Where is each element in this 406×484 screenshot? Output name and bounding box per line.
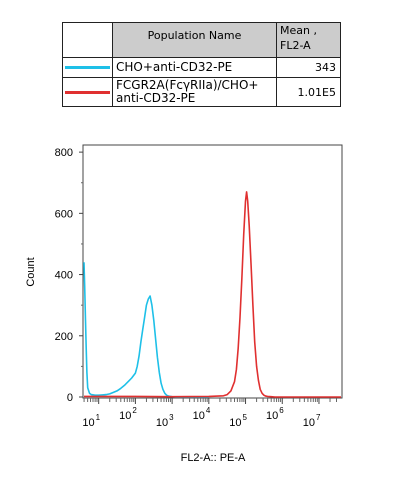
legend-row-value: 1.01E5 [276,77,341,107]
legend-table: Population Name Mean , FL2-A CHO+anti-CD3… [62,22,341,107]
x-tick-label: 10 5 [229,413,247,429]
legend-header-mean: Mean , FL2-A [276,22,341,58]
y-tick-label: 800 [55,147,73,159]
y-axis: 0 200 400 600 800 [55,147,83,404]
y-tick-label: 200 [55,331,73,343]
x-axis-title: FL2-A:: PE-A [181,452,246,464]
legend-row-name: FCGR2A(FcγRIIa)/CHO+ anti-CD32-PE [112,77,277,107]
x-tick-base: 10 [229,417,241,429]
series-layer [83,191,341,398]
legend-row: FCGR2A(FcγRIIa)/CHO+ anti-CD32-PE 1.01E5 [62,77,341,107]
legend-swatch-red [65,90,110,94]
x-tick-base: 10 [119,410,131,422]
legend-row: CHO+anti-CD32-PE 343 [62,57,341,78]
x-tick-exp: 3 [169,413,174,422]
x-tick-label: 10 1 [82,413,100,429]
x-tick-label: 10 3 [156,413,174,429]
x-tick-label: 10 7 [303,413,321,429]
x-tick-base: 10 [266,410,278,422]
x-tick-exp: 2 [132,406,137,415]
x-tick-base: 10 [156,417,168,429]
y-tick-label: 0 [67,392,73,404]
x-tick-label: 10 2 [119,406,137,422]
x-tick-exp: 1 [96,413,101,422]
x-tick-exp: 4 [206,406,211,415]
x-tick-base: 10 [82,417,94,429]
series-line-fcgr2a [84,191,341,398]
x-tick-label: 10 6 [266,406,284,422]
legend-swatch-cyan [65,66,110,69]
x-tick-base: 10 [193,410,205,422]
plot-frame [82,144,343,399]
x-tick-label: 10 4 [193,406,211,422]
legend-header-empty [62,22,113,58]
y-tick-label: 400 [55,270,73,282]
x-tick-exp: 5 [243,413,248,422]
y-tick-label: 600 [55,208,73,220]
x-tick-exp: 6 [279,406,284,415]
x-tick-exp: 7 [316,413,321,422]
y-axis-title: Count [25,257,37,286]
series-line-cho [83,262,209,398]
x-tick-base: 10 [303,417,315,429]
